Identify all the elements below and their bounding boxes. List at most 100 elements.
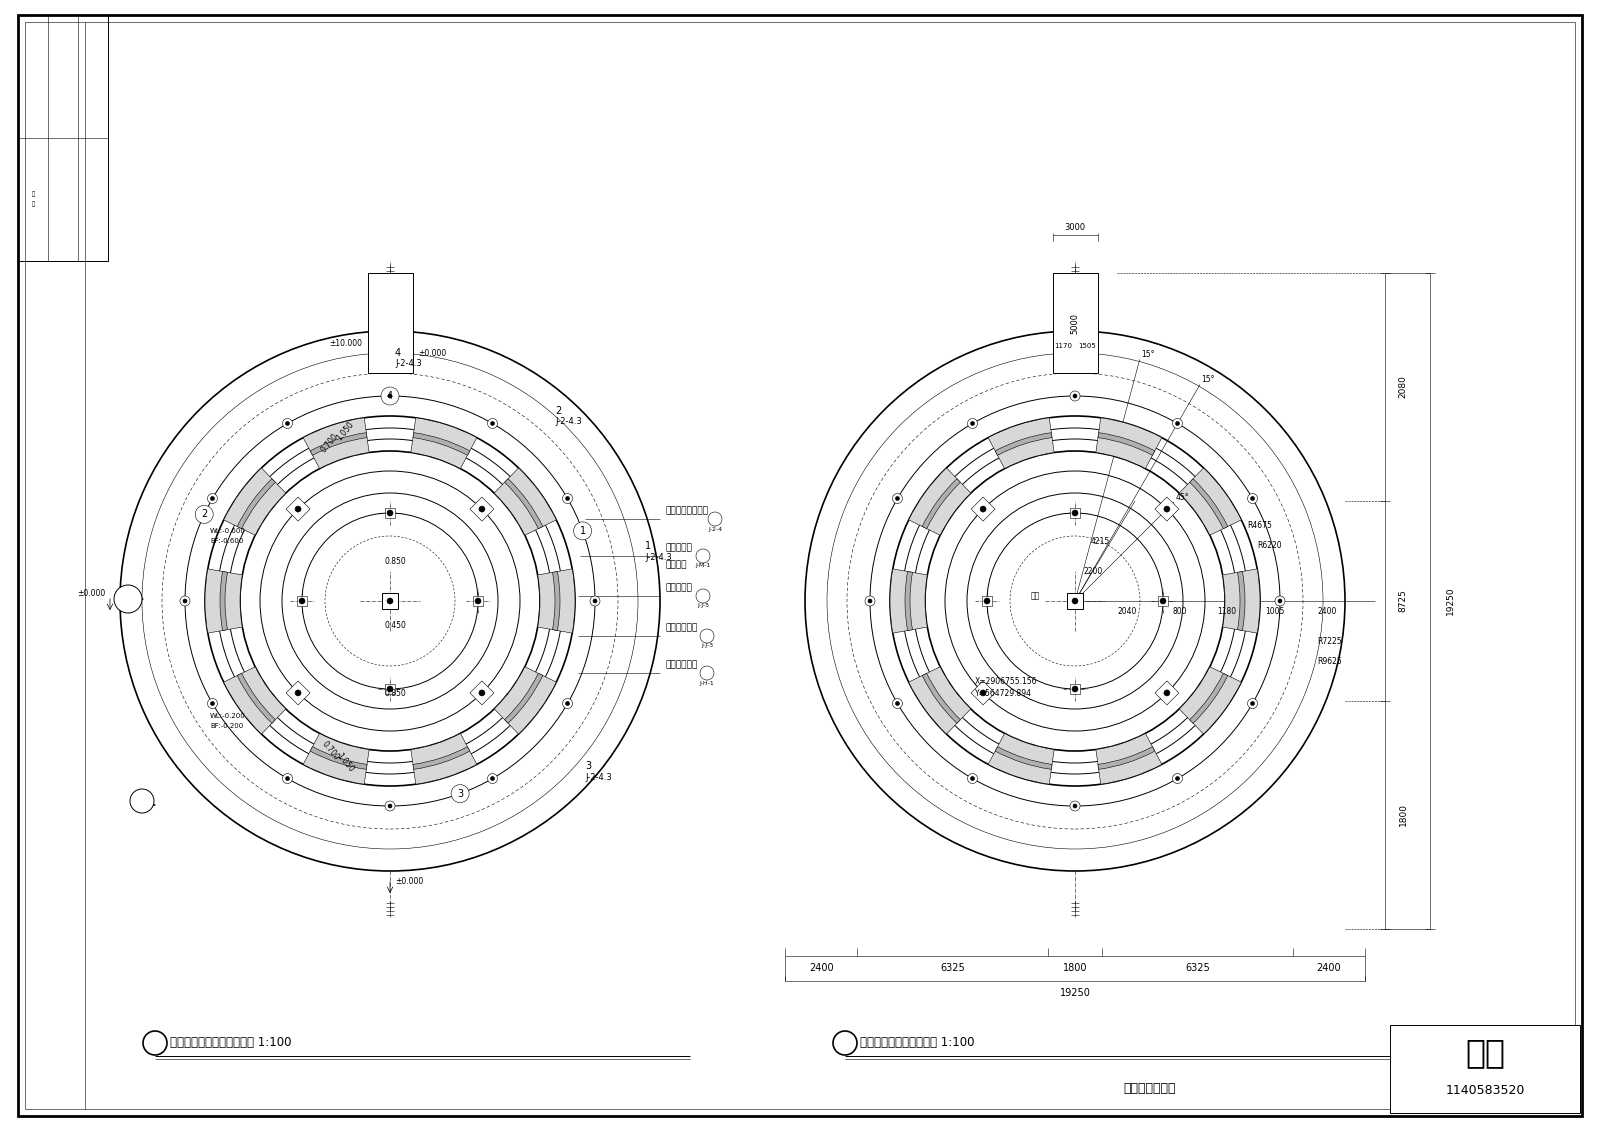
Text: 跳水景观尺序定位平面图 1:100: 跳水景观尺序定位平面图 1:100 bbox=[861, 1036, 974, 1050]
Polygon shape bbox=[1155, 498, 1179, 521]
Wedge shape bbox=[1179, 468, 1242, 535]
Bar bbox=[386, 684, 395, 694]
Text: 6325: 6325 bbox=[941, 962, 965, 973]
Text: 1800: 1800 bbox=[1062, 962, 1088, 973]
Wedge shape bbox=[1222, 569, 1261, 633]
Text: ±0.000: ±0.000 bbox=[418, 348, 446, 357]
Circle shape bbox=[387, 804, 392, 808]
Wedge shape bbox=[411, 733, 477, 784]
Text: 1: 1 bbox=[139, 796, 146, 806]
Wedge shape bbox=[989, 733, 1054, 784]
Text: R4675: R4675 bbox=[1248, 521, 1272, 530]
Text: 1: 1 bbox=[579, 526, 586, 536]
Text: 2: 2 bbox=[122, 594, 130, 604]
Circle shape bbox=[968, 774, 978, 784]
Polygon shape bbox=[286, 498, 310, 521]
Wedge shape bbox=[1190, 673, 1227, 724]
Circle shape bbox=[867, 599, 872, 603]
Circle shape bbox=[893, 699, 902, 708]
Text: 1: 1 bbox=[704, 630, 709, 639]
Wedge shape bbox=[224, 468, 286, 535]
Wedge shape bbox=[413, 433, 470, 456]
Wedge shape bbox=[1237, 571, 1245, 630]
Text: 结构图详: 结构图详 bbox=[666, 560, 686, 569]
Bar bbox=[1053, 273, 1098, 373]
Text: X=2906755.156: X=2906755.156 bbox=[974, 676, 1037, 685]
Circle shape bbox=[1173, 774, 1182, 784]
Text: 5000: 5000 bbox=[1070, 312, 1080, 334]
Circle shape bbox=[211, 497, 214, 501]
Bar bbox=[1390, 1025, 1581, 1113]
Text: 0.700: 0.700 bbox=[320, 432, 341, 455]
Text: 15°: 15° bbox=[1141, 349, 1155, 359]
Wedge shape bbox=[922, 673, 960, 724]
Circle shape bbox=[893, 493, 902, 503]
Text: 2: 2 bbox=[555, 406, 562, 416]
Text: J-2-4.3: J-2-4.3 bbox=[645, 553, 672, 561]
Circle shape bbox=[208, 493, 218, 503]
Text: 2200: 2200 bbox=[1083, 567, 1102, 576]
Circle shape bbox=[1176, 777, 1179, 780]
Text: J-2-4.3: J-2-4.3 bbox=[555, 417, 582, 426]
Text: 1140583520: 1140583520 bbox=[1445, 1085, 1525, 1097]
Text: R9625: R9625 bbox=[1318, 656, 1342, 665]
Circle shape bbox=[211, 701, 214, 706]
Circle shape bbox=[1173, 418, 1182, 429]
Text: WL:-0.200: WL:-0.200 bbox=[210, 713, 246, 719]
Wedge shape bbox=[237, 478, 275, 528]
Circle shape bbox=[182, 599, 187, 603]
Wedge shape bbox=[494, 667, 557, 734]
Text: 1.050: 1.050 bbox=[334, 420, 355, 442]
Text: 1: 1 bbox=[645, 541, 651, 551]
Text: 1505: 1505 bbox=[1078, 343, 1096, 349]
Circle shape bbox=[179, 596, 190, 606]
Text: J-H-1: J-H-1 bbox=[699, 681, 714, 685]
Circle shape bbox=[565, 701, 570, 706]
Wedge shape bbox=[995, 746, 1053, 769]
Text: ±10.000: ±10.000 bbox=[330, 338, 362, 347]
Circle shape bbox=[896, 497, 899, 501]
Bar bbox=[298, 596, 307, 606]
Wedge shape bbox=[310, 746, 366, 769]
Wedge shape bbox=[989, 417, 1054, 468]
Polygon shape bbox=[971, 681, 995, 705]
Circle shape bbox=[707, 512, 722, 526]
Circle shape bbox=[981, 506, 986, 512]
Text: BF:-0.200: BF:-0.200 bbox=[210, 723, 243, 729]
Circle shape bbox=[1163, 690, 1170, 696]
Circle shape bbox=[478, 506, 485, 512]
Bar bbox=[1070, 508, 1080, 518]
Circle shape bbox=[565, 497, 570, 501]
Text: 1170: 1170 bbox=[1054, 343, 1072, 349]
Text: 2: 2 bbox=[202, 509, 208, 519]
Circle shape bbox=[283, 418, 293, 429]
Circle shape bbox=[294, 506, 301, 512]
Text: 6325: 6325 bbox=[1186, 962, 1210, 973]
Circle shape bbox=[696, 549, 710, 563]
Wedge shape bbox=[504, 673, 542, 724]
Circle shape bbox=[1176, 422, 1179, 425]
Text: 2080: 2080 bbox=[1398, 375, 1408, 398]
Circle shape bbox=[285, 777, 290, 780]
Text: 45°: 45° bbox=[1174, 492, 1189, 501]
Text: 1: 1 bbox=[701, 589, 706, 598]
Circle shape bbox=[590, 596, 600, 606]
Text: 1: 1 bbox=[150, 1036, 160, 1050]
Circle shape bbox=[984, 598, 990, 604]
Circle shape bbox=[1070, 391, 1080, 402]
Circle shape bbox=[594, 599, 597, 603]
Wedge shape bbox=[205, 569, 242, 633]
Wedge shape bbox=[1096, 733, 1162, 784]
Text: 围路平台详: 围路平台详 bbox=[666, 582, 691, 592]
Circle shape bbox=[701, 666, 714, 680]
Wedge shape bbox=[494, 468, 557, 535]
Text: 知未: 知未 bbox=[1466, 1036, 1506, 1070]
Wedge shape bbox=[909, 667, 971, 734]
Text: 4: 4 bbox=[395, 348, 402, 359]
Text: J-2-4: J-2-4 bbox=[707, 527, 722, 532]
Wedge shape bbox=[413, 746, 470, 769]
Text: 4: 4 bbox=[387, 391, 394, 402]
Circle shape bbox=[834, 1031, 858, 1055]
Bar bbox=[368, 273, 413, 373]
Circle shape bbox=[299, 598, 306, 604]
